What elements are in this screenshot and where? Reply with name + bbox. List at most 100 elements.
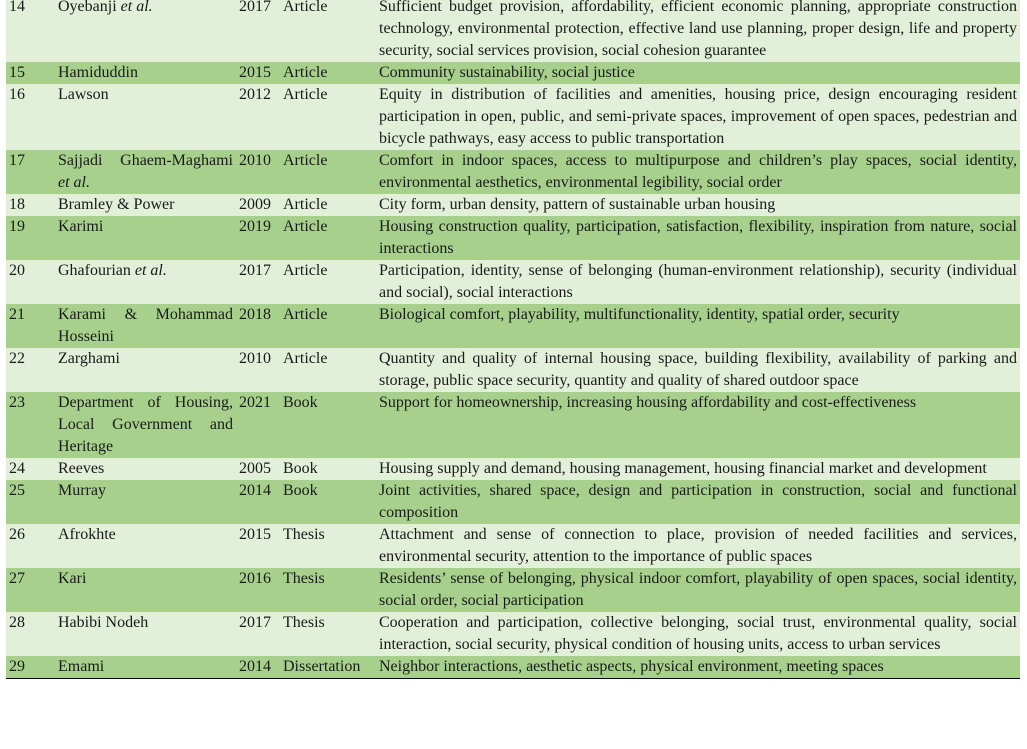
year-cell: 2017 xyxy=(239,612,283,656)
author-suffix: et al. xyxy=(58,174,90,191)
description-cell: Cooperation and participation, collectiv… xyxy=(379,612,1020,656)
type-cell: Article xyxy=(283,84,379,150)
year-cell: 2009 xyxy=(239,194,283,216)
table-row: 26 Afrokhte 2015 Thesis Attachment and sense… xyxy=(6,524,1020,568)
description-cell: Biological comfort, playability, multifu… xyxy=(379,304,1020,348)
row-number: 28 xyxy=(6,612,58,656)
author-cell: Kari xyxy=(58,568,239,612)
table-row: 20 Ghafourian et al. 2017 Article Participat… xyxy=(6,260,1020,304)
table-row: 22 Zarghami 2010 Article Quantity and qualit… xyxy=(6,348,1020,392)
type-cell: Article xyxy=(283,0,379,62)
year-cell: 2019 xyxy=(239,216,283,260)
author-name: Oyebanji xyxy=(58,0,117,15)
table-row: 24 Reeves 2005 Book Housing supply and deman… xyxy=(6,458,1020,480)
type-cell: Book xyxy=(283,458,379,480)
description-cell: Support for homeownership, increasing ho… xyxy=(379,392,1020,458)
year-cell: 2015 xyxy=(239,62,283,84)
author-cell: Murray xyxy=(58,480,239,524)
description-cell: Housing supply and demand, housing manag… xyxy=(379,458,1020,480)
year-cell: 2005 xyxy=(239,458,283,480)
description-cell: Neighbor interactions, aesthetic aspects… xyxy=(379,656,1020,679)
type-cell: Article xyxy=(283,194,379,216)
type-cell: Article xyxy=(283,304,379,348)
author-cell: Zarghami xyxy=(58,348,239,392)
description-cell: Community sustainability, social justice xyxy=(379,62,1020,84)
row-number: 23 xyxy=(6,392,58,458)
description-cell: Sufficient budget provision, affordabili… xyxy=(379,0,1020,62)
type-cell: Article xyxy=(283,62,379,84)
table-row: 14 Oyebanji et al. 2017 Article Sufficient b… xyxy=(6,0,1020,62)
author-name: Kari xyxy=(58,570,87,587)
table-row: 23 Department of Housing, Local Governmen… xyxy=(6,392,1020,458)
table-row: 16 Lawson 2012 Article Equity in distributio… xyxy=(6,84,1020,150)
author-cell: Sajjadi Ghaem-Maghami et al. xyxy=(58,150,239,194)
row-number: 24 xyxy=(6,458,58,480)
table-row: 15 Hamiduddin 2015 Article Community sustain… xyxy=(6,62,1020,84)
year-cell: 2016 xyxy=(239,568,283,612)
author-cell: Ghafourian et al. xyxy=(58,260,239,304)
type-cell: Book xyxy=(283,480,379,524)
author-name: Reeves xyxy=(58,460,105,477)
row-number: 25 xyxy=(6,480,58,524)
table-row: 18 Bramley & Power 2009 Article City form, u… xyxy=(6,194,1020,216)
author-name: Zarghami xyxy=(58,350,120,367)
table-row: 17 Sajjadi Ghaem-Maghami et al. 2010 Articl… xyxy=(6,150,1020,194)
type-cell: Book xyxy=(283,392,379,458)
description-cell: Equity in distribution of facilities and… xyxy=(379,84,1020,150)
description-cell: Attachment and sense of connection to pl… xyxy=(379,524,1020,568)
row-number: 26 xyxy=(6,524,58,568)
row-number: 19 xyxy=(6,216,58,260)
description-cell: Housing construction quality, participat… xyxy=(379,216,1020,260)
author-cell: Department of Housing, Local Government … xyxy=(58,392,239,458)
type-cell: Article xyxy=(283,216,379,260)
author-suffix: et al. xyxy=(120,0,153,15)
table-row: 28 Habibi Nodeh 2017 Thesis Cooperation and … xyxy=(6,612,1020,656)
author-suffix: et al. xyxy=(134,262,167,279)
description-cell: Comfort in indoor spaces, access to mult… xyxy=(379,150,1020,194)
row-number: 22 xyxy=(6,348,58,392)
row-number: 21 xyxy=(6,304,58,348)
row-number: 18 xyxy=(6,194,58,216)
year-cell: 2012 xyxy=(239,84,283,150)
year-cell: 2015 xyxy=(239,524,283,568)
author-name: Habibi Nodeh xyxy=(58,614,149,631)
table-row: 21 Karami & Mohammad Hosseini 2018 Article B… xyxy=(6,304,1020,348)
type-cell: Article xyxy=(283,260,379,304)
author-cell: Hamiduddin xyxy=(58,62,239,84)
author-name: Department of Housing, Local Government … xyxy=(58,394,233,455)
year-cell: 2018 xyxy=(239,304,283,348)
author-name: Hamiduddin xyxy=(58,64,138,81)
year-cell: 2014 xyxy=(239,656,283,679)
row-number: 29 xyxy=(6,656,58,679)
author-name: Karimi xyxy=(58,218,104,235)
type-cell: Article xyxy=(283,150,379,194)
author-cell: Lawson xyxy=(58,84,239,150)
author-name: Bramley & Power xyxy=(58,196,175,213)
year-cell: 2010 xyxy=(239,348,283,392)
author-name: Emami xyxy=(58,658,105,675)
author-name: Sajjadi Ghaem-Maghami xyxy=(58,152,233,169)
row-number: 14 xyxy=(6,0,58,62)
author-cell: Emami xyxy=(58,656,239,679)
row-number: 16 xyxy=(6,84,58,150)
author-cell: Habibi Nodeh xyxy=(58,612,239,656)
description-cell: Residents’ sense of belonging, physical … xyxy=(379,568,1020,612)
author-name: Ghafourian xyxy=(58,262,131,279)
year-cell: 2021 xyxy=(239,392,283,458)
type-cell: Article xyxy=(283,348,379,392)
table-row: 25 Murray 2014 Book Joint activities, shared… xyxy=(6,480,1020,524)
year-cell: 2017 xyxy=(239,0,283,62)
author-name: Karami & Mohammad Hosseini xyxy=(58,306,233,345)
description-cell: Joint activities, shared space, design a… xyxy=(379,480,1020,524)
table-row: 27 Kari 2016 Thesis Residents’ sense of belo… xyxy=(6,568,1020,612)
author-cell: Karami & Mohammad Hosseini xyxy=(58,304,239,348)
author-name: Lawson xyxy=(58,86,109,103)
description-cell: City form, urban density, pattern of sus… xyxy=(379,194,1020,216)
row-number: 17 xyxy=(6,150,58,194)
row-number: 27 xyxy=(6,568,58,612)
year-cell: 2010 xyxy=(239,150,283,194)
author-name: Murray xyxy=(58,482,106,499)
type-cell: Thesis xyxy=(283,568,379,612)
row-number: 15 xyxy=(6,62,58,84)
type-cell: Thesis xyxy=(283,524,379,568)
